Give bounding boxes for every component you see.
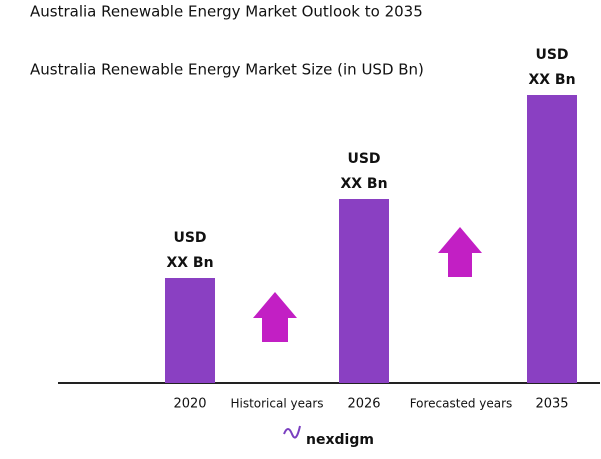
value-label: XX Bn [340, 176, 387, 192]
bar [165, 278, 215, 383]
chart-title: Australia Renewable Energy Market Outloo… [30, 3, 423, 21]
x-tick-label: 2026 [347, 397, 380, 412]
value-label: USD [347, 151, 380, 167]
value-label: USD [173, 230, 206, 246]
x-tick-label: 2020 [173, 397, 206, 412]
period-annotation: Forecasted years [410, 397, 513, 411]
bar [339, 199, 389, 383]
value-label: USD [535, 47, 568, 63]
chart-subtitle: Australia Renewable Energy Market Size (… [30, 61, 424, 79]
bar [527, 95, 577, 383]
value-label: XX Bn [528, 72, 575, 88]
period-annotation: Historical years [230, 397, 323, 411]
growth-arrow [253, 292, 297, 342]
x-tick-label: 2035 [535, 397, 568, 412]
brand-logo [283, 425, 301, 439]
growth-arrow [438, 227, 482, 277]
brand-name: nexdigm [306, 432, 374, 448]
value-label: XX Bn [166, 255, 213, 271]
